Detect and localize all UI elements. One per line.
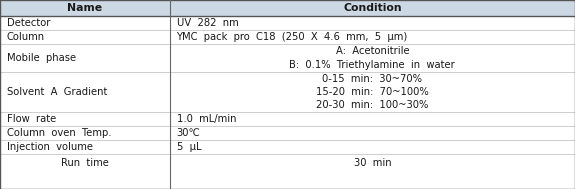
Text: Condition: Condition: [343, 3, 401, 13]
Text: UV  282  nm: UV 282 nm: [177, 18, 238, 28]
Bar: [0, 44, 575, 72]
Text: 0-15  min:  30~70%: 0-15 min: 30~70%: [323, 74, 422, 84]
Text: A:  Acetonitrile: A: Acetonitrile: [335, 46, 409, 56]
Text: B:  0.1%  Triethylamine  in  water: B: 0.1% Triethylamine in water: [289, 60, 455, 70]
Bar: [0, 112, 575, 126]
Bar: [0, 0, 575, 16]
Bar: [0, 154, 575, 172]
Bar: [0, 140, 575, 154]
Text: 1.0  mL/min: 1.0 mL/min: [177, 114, 236, 124]
Text: 30  min: 30 min: [354, 158, 391, 168]
Bar: [0, 126, 575, 140]
Bar: [0, 16, 575, 30]
Bar: [0, 30, 575, 44]
Text: 20-30  min:  100~30%: 20-30 min: 100~30%: [316, 100, 428, 110]
Bar: [0, 72, 575, 112]
Text: Flow  rate: Flow rate: [7, 114, 56, 124]
Text: Injection  volume: Injection volume: [7, 142, 93, 152]
Text: Mobile  phase: Mobile phase: [7, 53, 76, 63]
Text: Run  time: Run time: [61, 158, 109, 168]
Text: YMC  pack  pro  C18  (250  X  4.6  mm,  5  μm): YMC pack pro C18 (250 X 4.6 mm, 5 μm): [177, 32, 408, 42]
Text: 15-20  min:  70~100%: 15-20 min: 70~100%: [316, 87, 429, 97]
Text: Solvent  A  Gradient: Solvent A Gradient: [7, 87, 108, 97]
Text: 30℃: 30℃: [177, 128, 200, 138]
Text: Detector: Detector: [7, 18, 50, 28]
Text: 5  μL: 5 μL: [177, 142, 201, 152]
Text: Column  oven  Temp.: Column oven Temp.: [7, 128, 112, 138]
Text: Name: Name: [67, 3, 102, 13]
Text: Column: Column: [7, 32, 45, 42]
